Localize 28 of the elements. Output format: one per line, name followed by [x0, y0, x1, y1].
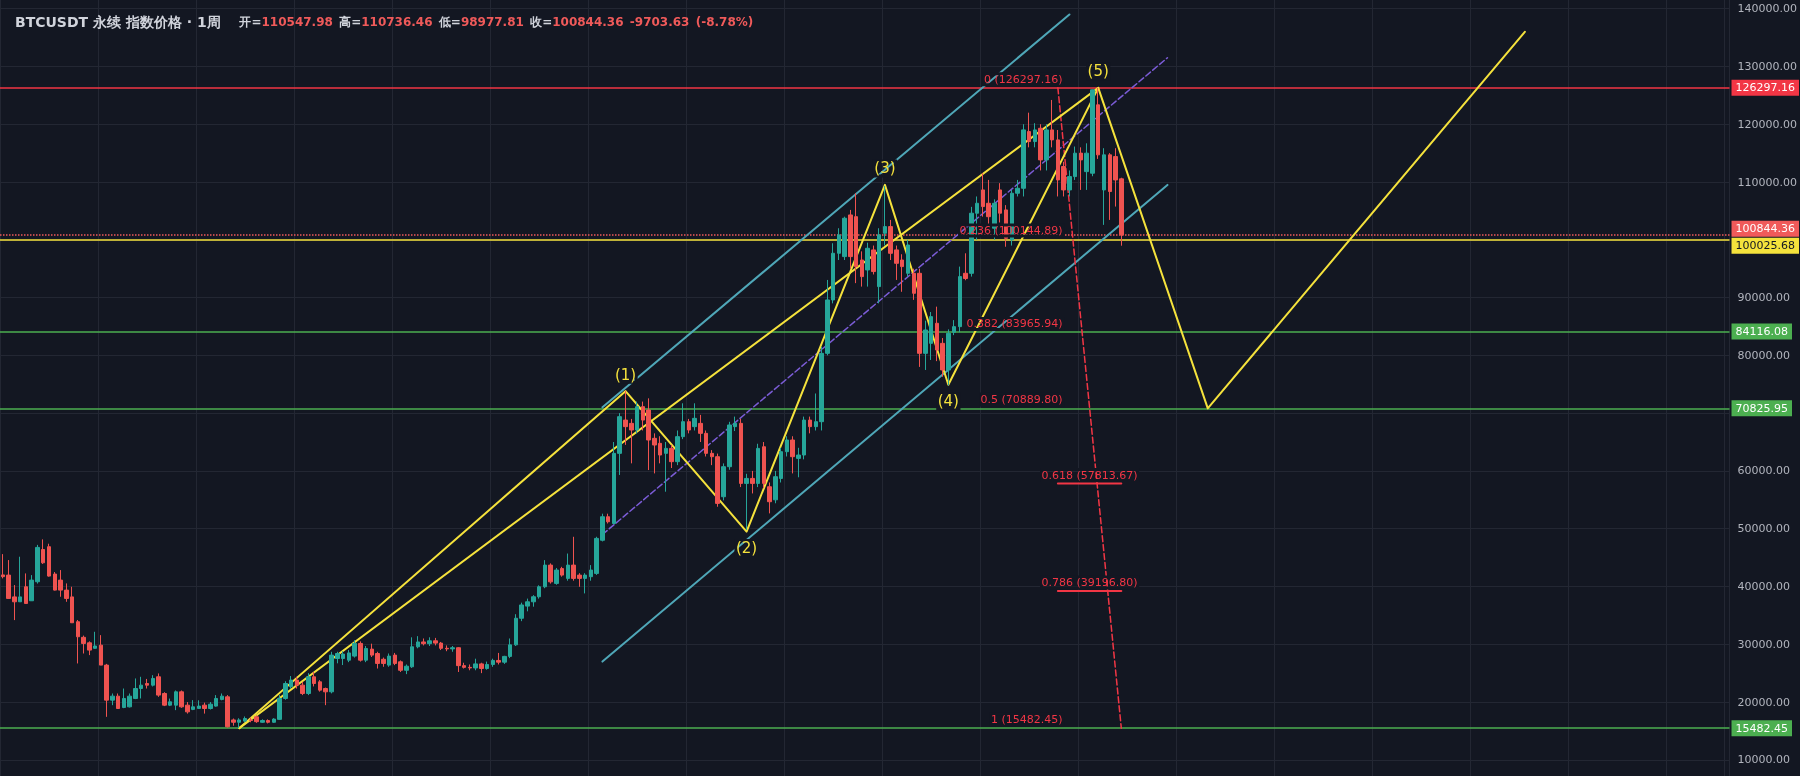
y-tick-label: 80000.00 — [1737, 348, 1791, 362]
text: 开=110547.98 高=110736.46 低=98977.81 收=100844.36 -9703.63 (-8.78%) — [239, 15, 754, 29]
y-tick-label: 30000.00 — [1737, 637, 1791, 651]
ref-line-label: 70825.95 — [1735, 401, 1789, 415]
y-tick-label: 10000.00 — [1737, 753, 1791, 767]
ref-line-label: 84116.08 — [1735, 325, 1789, 339]
y-tick-label: 120000.00 — [1737, 117, 1798, 131]
annotation: 0 (126297.16) — [984, 72, 1063, 86]
text: BTCUSDT 永续 指数价格 · 1周 — [15, 14, 221, 30]
y-tick-label: 50000.00 — [1737, 522, 1791, 536]
y-tick-label: 60000.00 — [1737, 464, 1791, 478]
annotation: (1) — [614, 365, 637, 384]
annotation: 1 (15482.45) — [991, 713, 1063, 727]
annotation: (2) — [735, 539, 758, 558]
y-tick-label: 40000.00 — [1737, 579, 1791, 593]
y-tick-label: 110000.00 — [1737, 175, 1798, 189]
annotation: (4) — [937, 392, 959, 411]
ref-line-label: 15482.45 — [1735, 721, 1789, 735]
y-tick-label: 140000.00 — [1737, 2, 1798, 16]
annotation: (5) — [1087, 62, 1109, 81]
annotation: 0.618 (57813.67) — [1041, 468, 1138, 482]
ref-line-label: 126297.16 — [1735, 81, 1796, 95]
y-tick-label: 90000.00 — [1737, 291, 1791, 305]
annotation: 0.5 (70889.80) — [980, 392, 1063, 406]
y-tick-label: 130000.00 — [1737, 59, 1798, 73]
ref-line-label: 100844.36 — [1735, 222, 1796, 236]
ref-line-label: 100025.68 — [1735, 239, 1796, 253]
y-tick-label: 20000.00 — [1737, 695, 1791, 709]
